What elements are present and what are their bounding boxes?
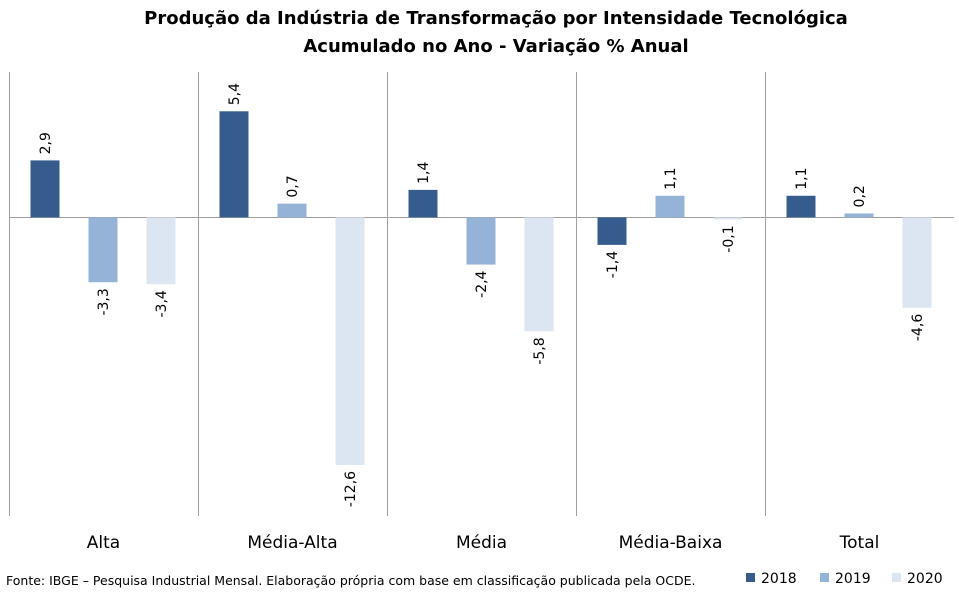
data-label: 0,7 [285, 175, 301, 197]
bar-2018-total [786, 195, 816, 218]
bar-2019-média-baixa [655, 195, 685, 218]
data-label: -4,6 [910, 314, 926, 341]
data-label: -3,3 [96, 288, 112, 315]
bar-2019-total [844, 213, 874, 218]
bar-2019-média-alta [277, 203, 307, 218]
legend: 2018 2019 2020 [746, 571, 943, 587]
bar-2020-média [524, 217, 554, 332]
bar-2020-média-baixa [713, 217, 743, 220]
category-labels: Alta Média-Alta Média Média-Baixa Total [87, 533, 880, 553]
bar-2018-alta [30, 160, 60, 218]
category-label: Média-Baixa [619, 533, 723, 553]
chart-subtitle: Acumulado no Ano - Variação % Anual [303, 36, 688, 57]
data-label: 1,1 [794, 168, 810, 190]
data-label: 1,4 [416, 162, 432, 184]
legend-label-2020: 2020 [907, 571, 943, 587]
data-label: -2,4 [474, 270, 490, 297]
category-label: Média [456, 533, 507, 553]
bar-2018-média [408, 189, 438, 218]
category-label: Média-Alta [247, 533, 337, 553]
chart-title: Produção da Indústria de Transformação p… [144, 8, 848, 29]
category-label: Alta [87, 533, 120, 553]
data-label: -1,4 [605, 251, 621, 278]
data-label: -5,8 [532, 337, 548, 364]
data-label: -0,1 [721, 225, 737, 252]
bars [30, 111, 932, 465]
category-dividers [9, 72, 766, 516]
source-note: Fonte: IBGE – Pesquisa Industrial Mensal… [6, 573, 695, 588]
legend-label-2018: 2018 [761, 571, 797, 587]
legend-swatch-2019 [820, 573, 829, 582]
legend-swatch-2018 [746, 573, 755, 582]
data-label: 5,4 [227, 83, 243, 105]
data-label: -3,4 [154, 290, 170, 317]
data-label: 1,1 [663, 168, 679, 190]
legend-swatch-2020 [892, 573, 901, 582]
category-label: Total [839, 533, 880, 553]
bar-2019-média [466, 217, 496, 265]
bar-2019-alta [88, 217, 118, 283]
bar-2020-média-alta [335, 217, 365, 465]
data-label: -12,6 [343, 471, 359, 507]
data-label: 2,9 [38, 132, 54, 154]
bar-2020-total [902, 217, 932, 308]
data-label: 0,2 [852, 185, 868, 207]
bar-2018-média-baixa [597, 217, 627, 245]
bar-2018-média-alta [219, 111, 249, 218]
data-labels: 2,9 -3,3 -3,4 5,4 0,7 -12,6 1,4 -2,4 -5,8 -1,4 1,1… [38, 83, 926, 507]
legend-label-2019: 2019 [835, 571, 871, 587]
bar-2020-alta [146, 217, 176, 285]
